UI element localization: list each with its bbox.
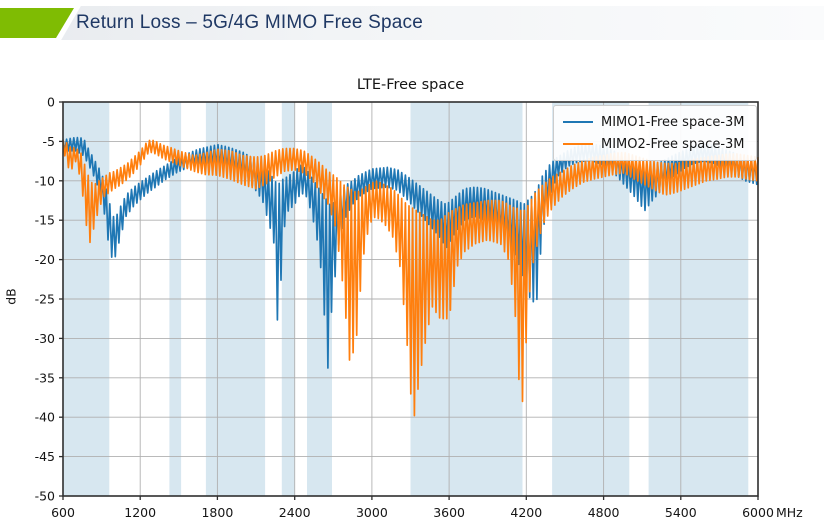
svg-text:MHz: MHz: [776, 505, 803, 520]
svg-text:600: 600: [51, 505, 75, 520]
svg-text:4800: 4800: [588, 505, 620, 520]
legend-item-mimo1: MIMO1-Free space-3M: [563, 111, 748, 133]
svg-text:-15: -15: [35, 213, 55, 228]
legend-label-mimo1: MIMO1-Free space-3M: [601, 114, 745, 130]
svg-text:-5: -5: [43, 134, 55, 149]
svg-text:3600: 3600: [433, 505, 465, 520]
page-title: Return Loss – 5G/4G MIMO Free Space: [76, 12, 424, 33]
svg-text:-25: -25: [35, 292, 55, 307]
legend: MIMO1-Free space-3M MIMO2-Free space-3M: [553, 105, 757, 161]
mimo1-line-swatch: [563, 121, 593, 123]
chart-title: LTE-Free space: [356, 77, 465, 93]
svg-text:-35: -35: [35, 370, 55, 385]
header-bar: [0, 6, 824, 40]
svg-text:-30: -30: [35, 331, 55, 346]
svg-text:-40: -40: [35, 410, 55, 425]
svg-text:0: 0: [47, 95, 55, 110]
svg-text:-20: -20: [35, 252, 55, 267]
series-line-1: [62, 139, 759, 417]
svg-text:3000: 3000: [356, 505, 388, 520]
svg-text:5400: 5400: [665, 505, 697, 520]
legend-label-mimo2: MIMO2-Free space-3M: [601, 136, 745, 152]
mimo2-line-swatch: [563, 143, 593, 145]
svg-text:-45: -45: [35, 449, 55, 464]
svg-text:1800: 1800: [201, 505, 233, 520]
svg-text:4200: 4200: [510, 505, 542, 520]
svg-text:-50: -50: [35, 489, 55, 504]
legend-item-mimo2: MIMO2-Free space-3M: [563, 133, 748, 155]
svg-text:-10: -10: [35, 173, 55, 188]
svg-text:2400: 2400: [279, 505, 311, 520]
svg-text:6000: 6000: [742, 505, 774, 520]
svg-text:1200: 1200: [124, 505, 156, 520]
